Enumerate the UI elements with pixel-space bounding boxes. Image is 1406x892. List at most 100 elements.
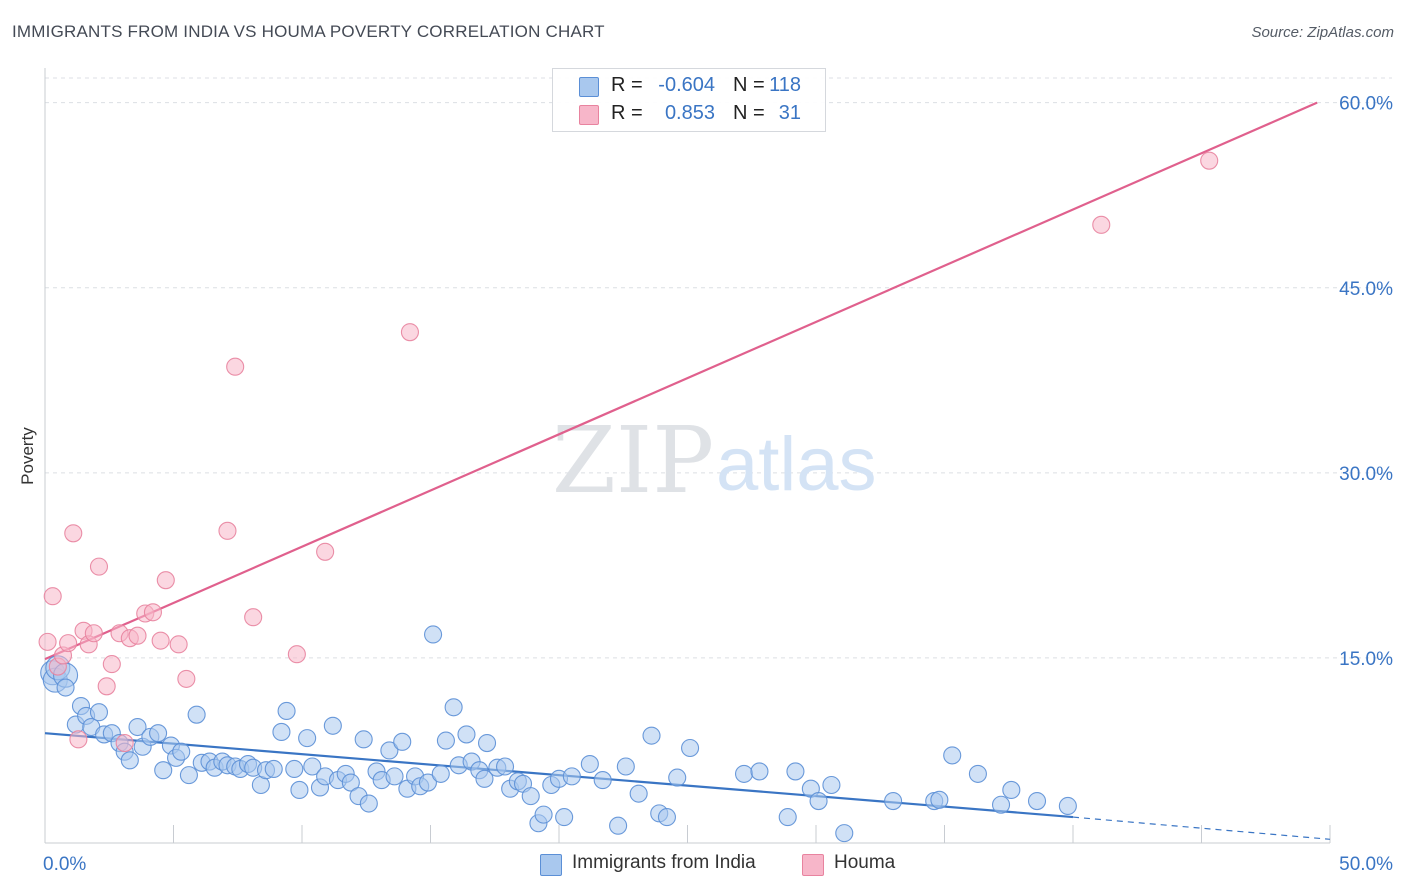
india-point bbox=[298, 729, 317, 748]
y-tick-label: 60.0% bbox=[1339, 94, 1393, 115]
india-point bbox=[835, 824, 854, 843]
india-point bbox=[555, 808, 574, 827]
india-point bbox=[750, 762, 769, 781]
india-point bbox=[657, 808, 676, 827]
legend-row-houma: R = 0.853 N = 31 bbox=[553, 100, 825, 128]
houma-point bbox=[97, 677, 116, 696]
houma-point bbox=[115, 734, 134, 753]
india-point bbox=[424, 625, 443, 644]
india-point bbox=[444, 698, 463, 717]
houma-point bbox=[38, 632, 57, 651]
india-point bbox=[56, 678, 75, 697]
legend-n-label: N = bbox=[733, 102, 765, 124]
series-swatch-india bbox=[540, 854, 562, 876]
houma-point bbox=[287, 645, 306, 664]
india-point bbox=[128, 717, 147, 737]
india-point bbox=[359, 794, 378, 813]
india-point bbox=[943, 746, 962, 765]
india-point bbox=[968, 764, 987, 783]
india-point bbox=[323, 716, 342, 735]
legend-swatch-india bbox=[579, 77, 599, 97]
india-point bbox=[786, 762, 805, 781]
houma-point bbox=[1092, 215, 1111, 234]
india-point bbox=[495, 757, 515, 776]
india-point bbox=[778, 808, 797, 827]
source-label: Source: ZipAtlas.com bbox=[1251, 24, 1394, 41]
y-tick-label: 30.0% bbox=[1339, 464, 1393, 485]
india-point bbox=[179, 766, 198, 785]
india-point bbox=[642, 726, 661, 745]
india-point bbox=[884, 791, 903, 811]
houma-point bbox=[69, 730, 88, 749]
india-point bbox=[475, 769, 494, 788]
series-label-india: Immigrants from India bbox=[572, 852, 756, 873]
india-point bbox=[1002, 780, 1021, 799]
y-axis-title: Poverty bbox=[18, 427, 37, 485]
legend-swatch-houma bbox=[579, 105, 599, 125]
watermark-zip: ZIP bbox=[552, 407, 714, 514]
india-point bbox=[285, 759, 304, 779]
india-point bbox=[930, 790, 949, 809]
india-point bbox=[436, 731, 455, 750]
houma-point bbox=[169, 635, 188, 654]
india-point bbox=[521, 787, 540, 806]
india-point bbox=[562, 767, 581, 786]
india-point bbox=[629, 784, 648, 803]
india-point bbox=[609, 816, 628, 835]
houma-point bbox=[156, 571, 175, 590]
houma-point bbox=[1200, 151, 1219, 170]
legend-n-value: 31 bbox=[778, 102, 801, 124]
houma-point bbox=[177, 669, 196, 688]
legend-r-value: -0.604 bbox=[658, 74, 715, 96]
india-point bbox=[277, 701, 296, 721]
legend-r-label: R = bbox=[611, 74, 643, 96]
india-point bbox=[534, 805, 553, 824]
y-tick-label: 45.0% bbox=[1339, 279, 1393, 300]
india-point bbox=[809, 791, 828, 811]
houma-point bbox=[128, 626, 147, 645]
india-point bbox=[303, 757, 322, 776]
india-point bbox=[681, 738, 700, 758]
india-point bbox=[290, 780, 309, 799]
india-point bbox=[120, 751, 139, 770]
x-tick-label: 0.0% bbox=[43, 854, 86, 875]
india-point bbox=[477, 734, 497, 753]
houma-point bbox=[316, 542, 335, 561]
chart-title: IMMIGRANTS FROM INDIA VS HOUMA POVERTY C… bbox=[12, 22, 605, 41]
india-point bbox=[822, 775, 841, 795]
india-point bbox=[616, 757, 635, 776]
houma-point bbox=[59, 634, 78, 653]
legend-n-label: N = bbox=[733, 74, 765, 96]
houma-point bbox=[226, 357, 245, 376]
houma-point bbox=[89, 557, 109, 576]
houma-point bbox=[84, 624, 103, 643]
houma-point bbox=[102, 655, 121, 674]
india-point bbox=[1058, 796, 1077, 816]
india-point bbox=[149, 724, 168, 743]
series-legend: Immigrants from India Houma bbox=[0, 852, 1406, 878]
india-point bbox=[668, 768, 687, 787]
india-point bbox=[187, 705, 206, 724]
india-point bbox=[385, 767, 404, 786]
houma-point bbox=[244, 608, 263, 627]
series-swatch-houma bbox=[802, 854, 824, 876]
watermark-atlas: atlas bbox=[716, 422, 877, 507]
houma-point bbox=[218, 521, 237, 540]
legend-r-value: 0.853 bbox=[664, 102, 715, 124]
houma-point bbox=[43, 587, 62, 606]
india-point bbox=[354, 730, 373, 749]
india-point bbox=[341, 773, 360, 792]
india-point bbox=[734, 764, 754, 783]
houma-point bbox=[151, 631, 170, 650]
india-point bbox=[272, 722, 291, 742]
india-point bbox=[89, 703, 109, 722]
x-tick-label: 50.0% bbox=[1339, 854, 1393, 875]
india-point bbox=[380, 741, 399, 760]
legend-r-label: R = bbox=[611, 102, 643, 124]
houma-point bbox=[64, 524, 83, 543]
houma-point bbox=[143, 603, 162, 622]
series-label-houma: Houma bbox=[834, 852, 896, 873]
india-point bbox=[431, 764, 450, 783]
houma-point bbox=[400, 323, 419, 342]
